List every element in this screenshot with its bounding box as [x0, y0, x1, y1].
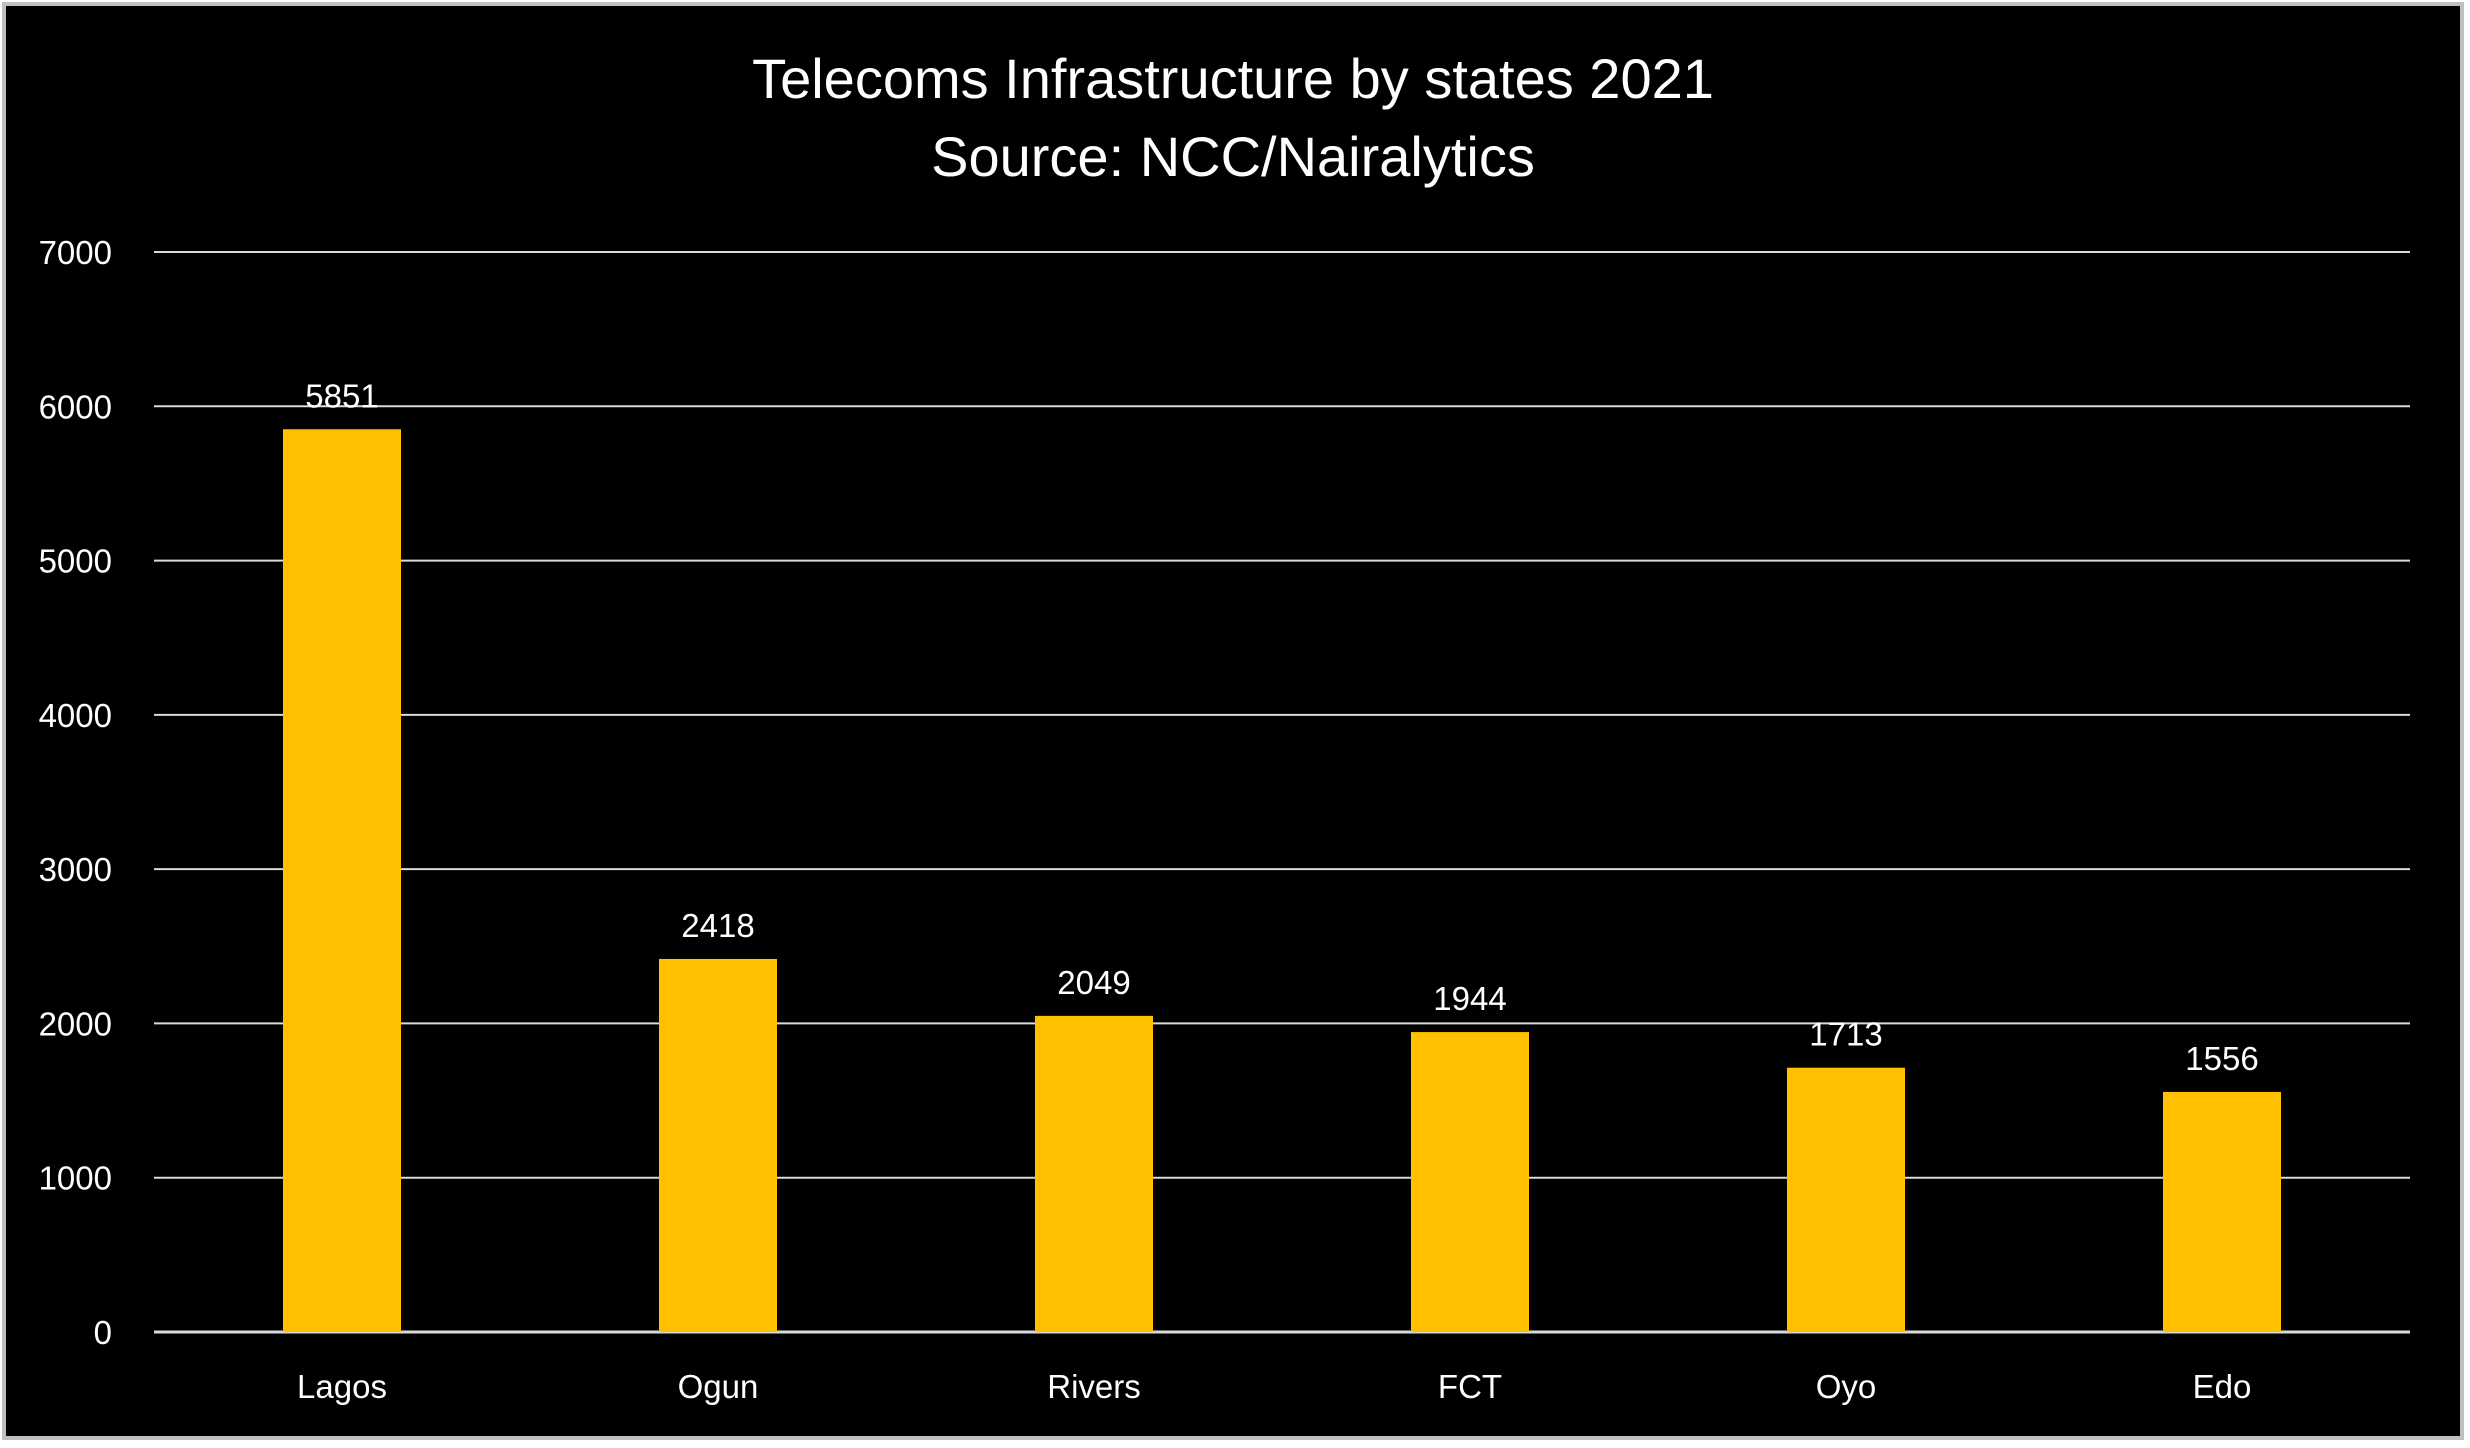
x-tick-label: Lagos — [297, 1368, 387, 1405]
data-label: 1713 — [1809, 1016, 1882, 1053]
data-label: 1944 — [1433, 980, 1506, 1017]
x-tick-label: Ogun — [678, 1368, 759, 1405]
x-tick-label: Oyo — [1816, 1368, 1877, 1405]
chart-title: Telecoms Infrastructure by states 2021 — [752, 47, 1714, 110]
y-tick-label: 4000 — [39, 697, 112, 734]
x-tick-label: Rivers — [1047, 1368, 1141, 1405]
y-tick-label: 3000 — [39, 851, 112, 888]
bar-fct — [1411, 1032, 1529, 1332]
bar-oyo — [1787, 1067, 1905, 1332]
y-tick-label: 5000 — [39, 543, 112, 580]
y-tick-label: 2000 — [39, 1005, 112, 1042]
bar-rivers — [1035, 1015, 1153, 1332]
bar-lagos — [283, 429, 401, 1332]
y-tick-label: 7000 — [39, 234, 112, 271]
chart-subtitle: Source: NCC/Nairalytics — [931, 125, 1535, 188]
y-tick-label: 1000 — [39, 1160, 112, 1197]
y-tick-label: 6000 — [39, 388, 112, 425]
bar-ogun — [659, 958, 777, 1332]
data-label: 2049 — [1057, 964, 1130, 1001]
data-label: 2418 — [681, 907, 754, 944]
data-label: 1556 — [2185, 1040, 2258, 1077]
bar-edo — [2163, 1091, 2281, 1332]
x-tick-label: Edo — [2193, 1368, 2252, 1405]
y-tick-label: 0 — [94, 1314, 112, 1351]
data-label: 5851 — [305, 377, 378, 414]
x-tick-label: FCT — [1438, 1368, 1502, 1405]
